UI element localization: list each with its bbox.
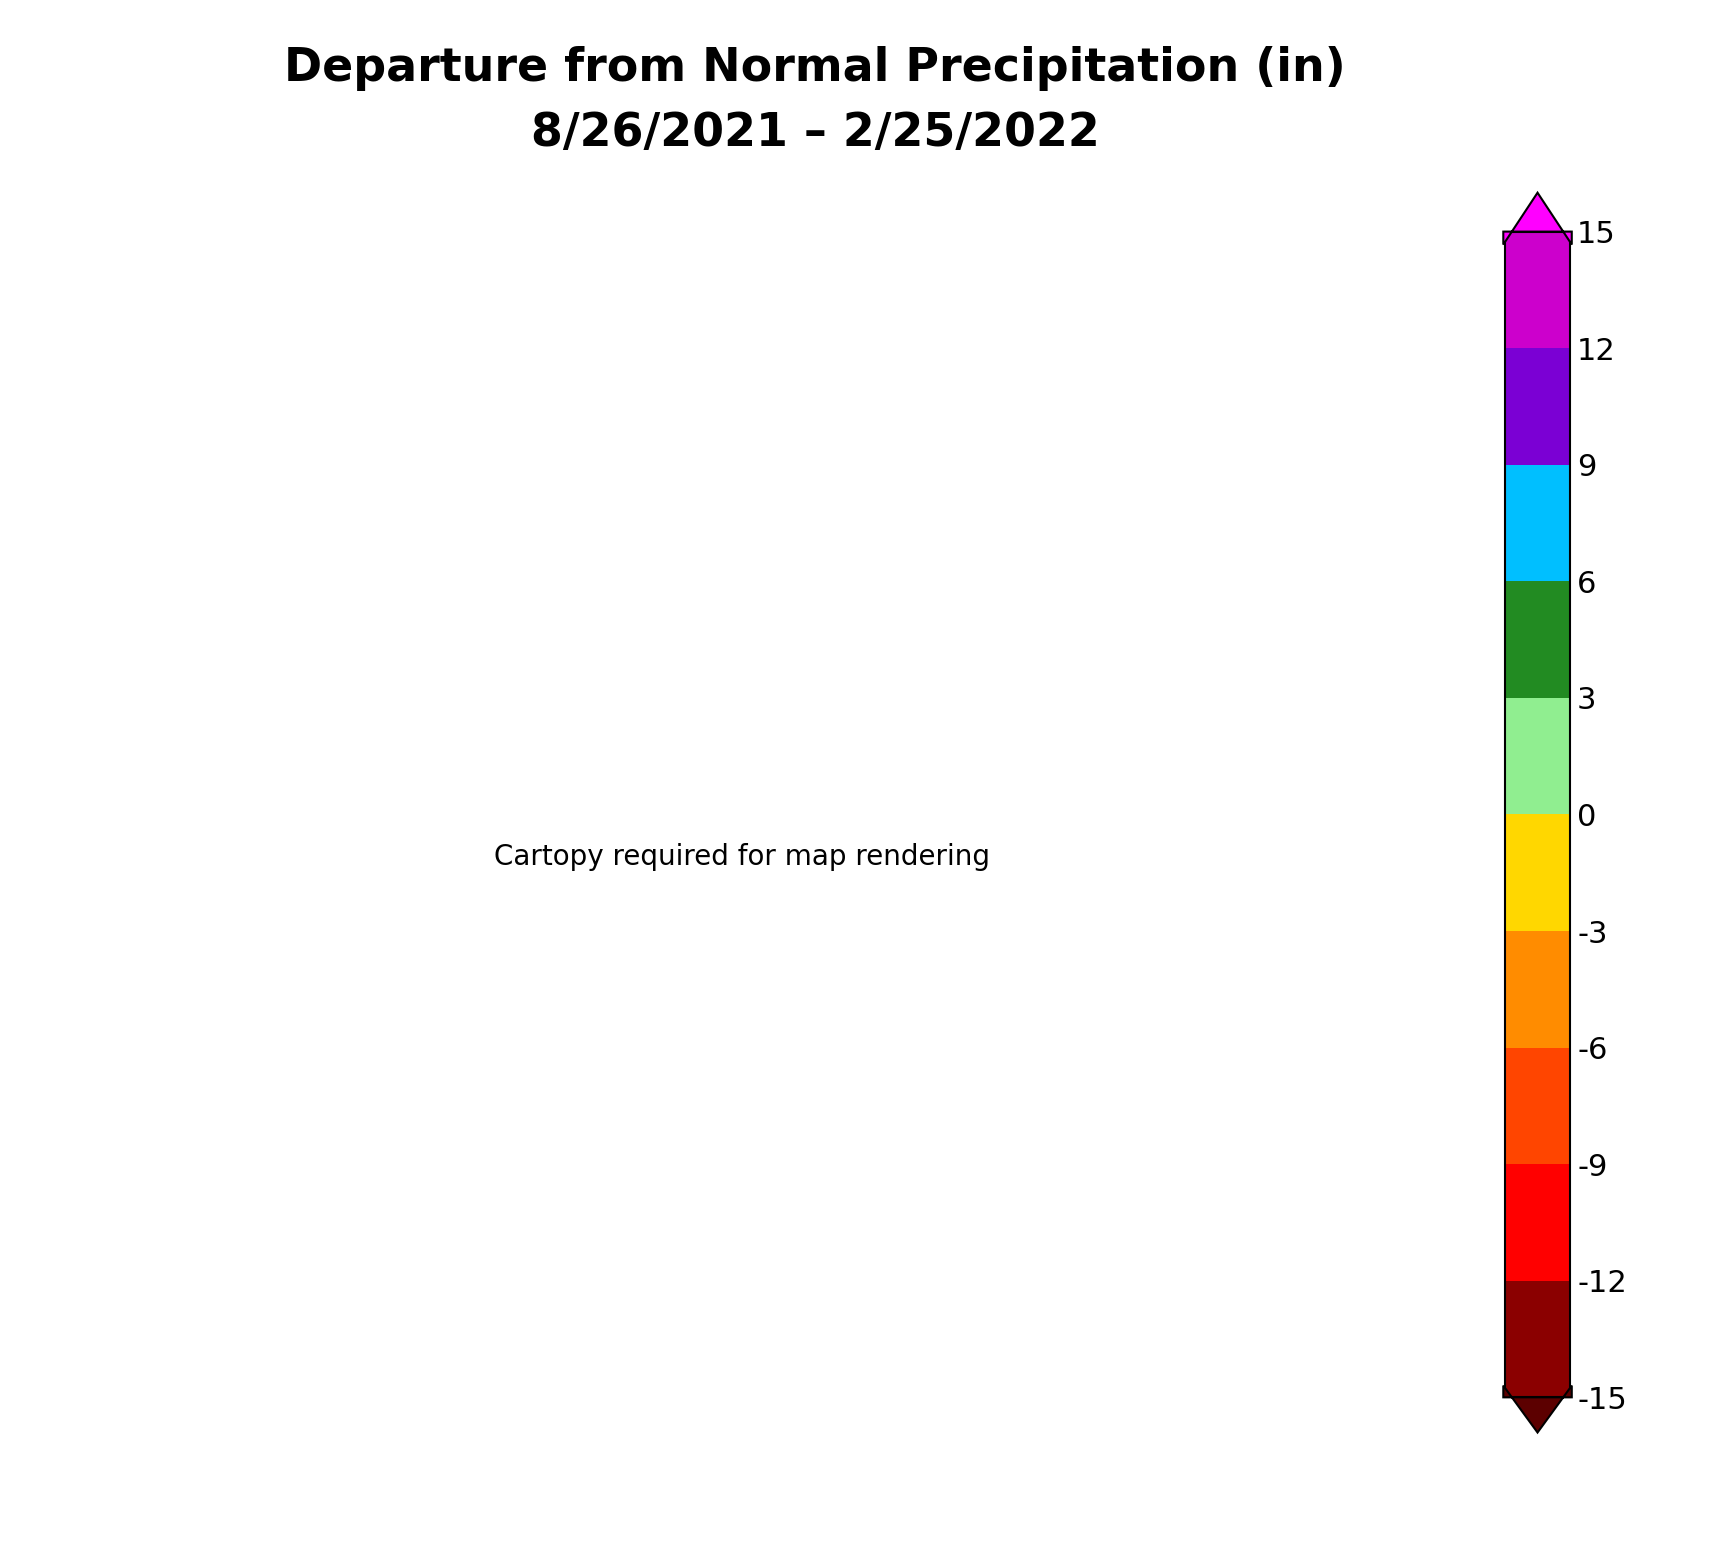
Text: Cartopy required for map rendering: Cartopy required for map rendering bbox=[494, 843, 990, 871]
Text: Departure from Normal Precipitation (in): Departure from Normal Precipitation (in) bbox=[285, 46, 1345, 91]
Text: 8/26/2021 – 2/25/2022: 8/26/2021 – 2/25/2022 bbox=[530, 111, 1100, 156]
